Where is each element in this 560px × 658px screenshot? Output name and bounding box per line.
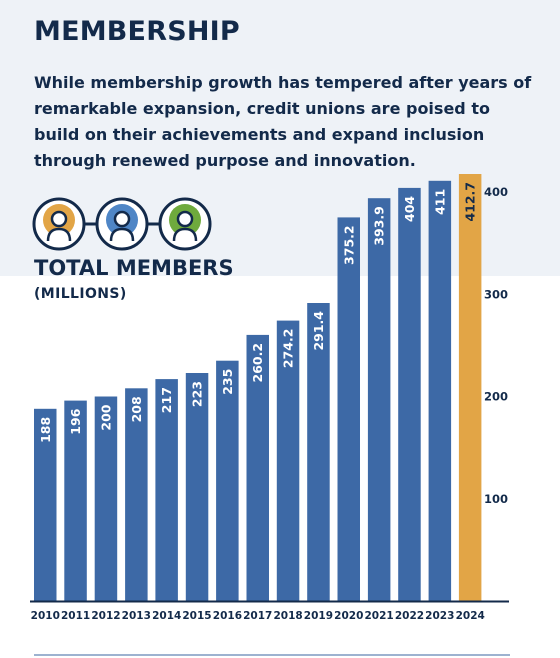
- bar-value-label: 291.4: [311, 311, 326, 351]
- x-tick-label: 2021: [364, 610, 393, 622]
- chart-title: TOTAL MEMBERS: [34, 256, 234, 280]
- bar-value-label: 375.2: [341, 225, 356, 265]
- bar-value-label: 411: [432, 189, 447, 215]
- page-title: MEMBERSHIP: [34, 16, 240, 47]
- x-tick-label: 2023: [425, 610, 454, 622]
- x-tick-label: 2017: [243, 610, 272, 622]
- x-tick-label: 2024: [456, 610, 485, 622]
- bar-2017: [246, 334, 269, 601]
- bar-2010: [34, 408, 57, 601]
- bar-value-label: 274.2: [281, 329, 296, 369]
- member-icon: [95, 197, 149, 251]
- x-tick-label: 2022: [395, 610, 424, 622]
- bar-2021: [367, 198, 391, 601]
- y-tick-label: 100: [484, 492, 508, 506]
- bar-2016: [216, 360, 239, 601]
- y-tick-label: 200: [484, 390, 508, 404]
- x-tick-label: 2019: [304, 610, 333, 622]
- member-icons-group: [32, 197, 212, 251]
- x-tick-label: 2014: [152, 610, 181, 622]
- bar-value-label: 404: [402, 196, 417, 222]
- chart-unit-label: (MILLIONS): [34, 286, 127, 302]
- bar-2023: [428, 180, 452, 602]
- bar-value-label: 200: [99, 404, 114, 430]
- x-tick-label: 2020: [334, 610, 363, 622]
- bar-2012: [94, 396, 118, 601]
- y-tick-label: 300: [484, 287, 508, 301]
- bar-2020: [337, 217, 360, 601]
- bar-value-label: 260.2: [250, 343, 265, 383]
- bar-2014: [155, 379, 178, 601]
- bar-value-label: 412.7: [463, 182, 478, 222]
- bar-value-label: 235: [220, 369, 235, 395]
- x-tick-label: 2015: [182, 610, 211, 622]
- member-icon: [32, 197, 86, 251]
- x-tick-label: 2013: [122, 610, 151, 622]
- bar-2013: [125, 388, 148, 601]
- bar-value-label: 196: [68, 408, 83, 434]
- x-tick-label: 2016: [213, 610, 242, 622]
- x-tick-label: 2018: [273, 610, 302, 622]
- bar-value-label: 188: [38, 417, 53, 443]
- bar-value-label: 223: [190, 381, 205, 407]
- bar-2015: [185, 373, 209, 601]
- bar-2022: [398, 187, 421, 601]
- bottom-divider: [34, 654, 510, 656]
- y-tick-label: 400: [484, 185, 508, 199]
- bar-2018: [276, 320, 300, 601]
- bar-value-label: 217: [159, 387, 174, 413]
- bar-2019: [307, 303, 330, 601]
- intro-paragraph: While membership growth has tempered aft…: [34, 73, 532, 170]
- x-tick-label: 2011: [61, 610, 90, 622]
- x-tick-label: 2012: [91, 610, 120, 622]
- bar-value-label: 393.9: [372, 206, 387, 246]
- member-icon: [158, 197, 212, 251]
- x-tick-label: 2010: [31, 610, 60, 622]
- bar-value-label: 208: [129, 396, 144, 422]
- bar-2011: [64, 400, 87, 601]
- bar-2024: [458, 174, 482, 601]
